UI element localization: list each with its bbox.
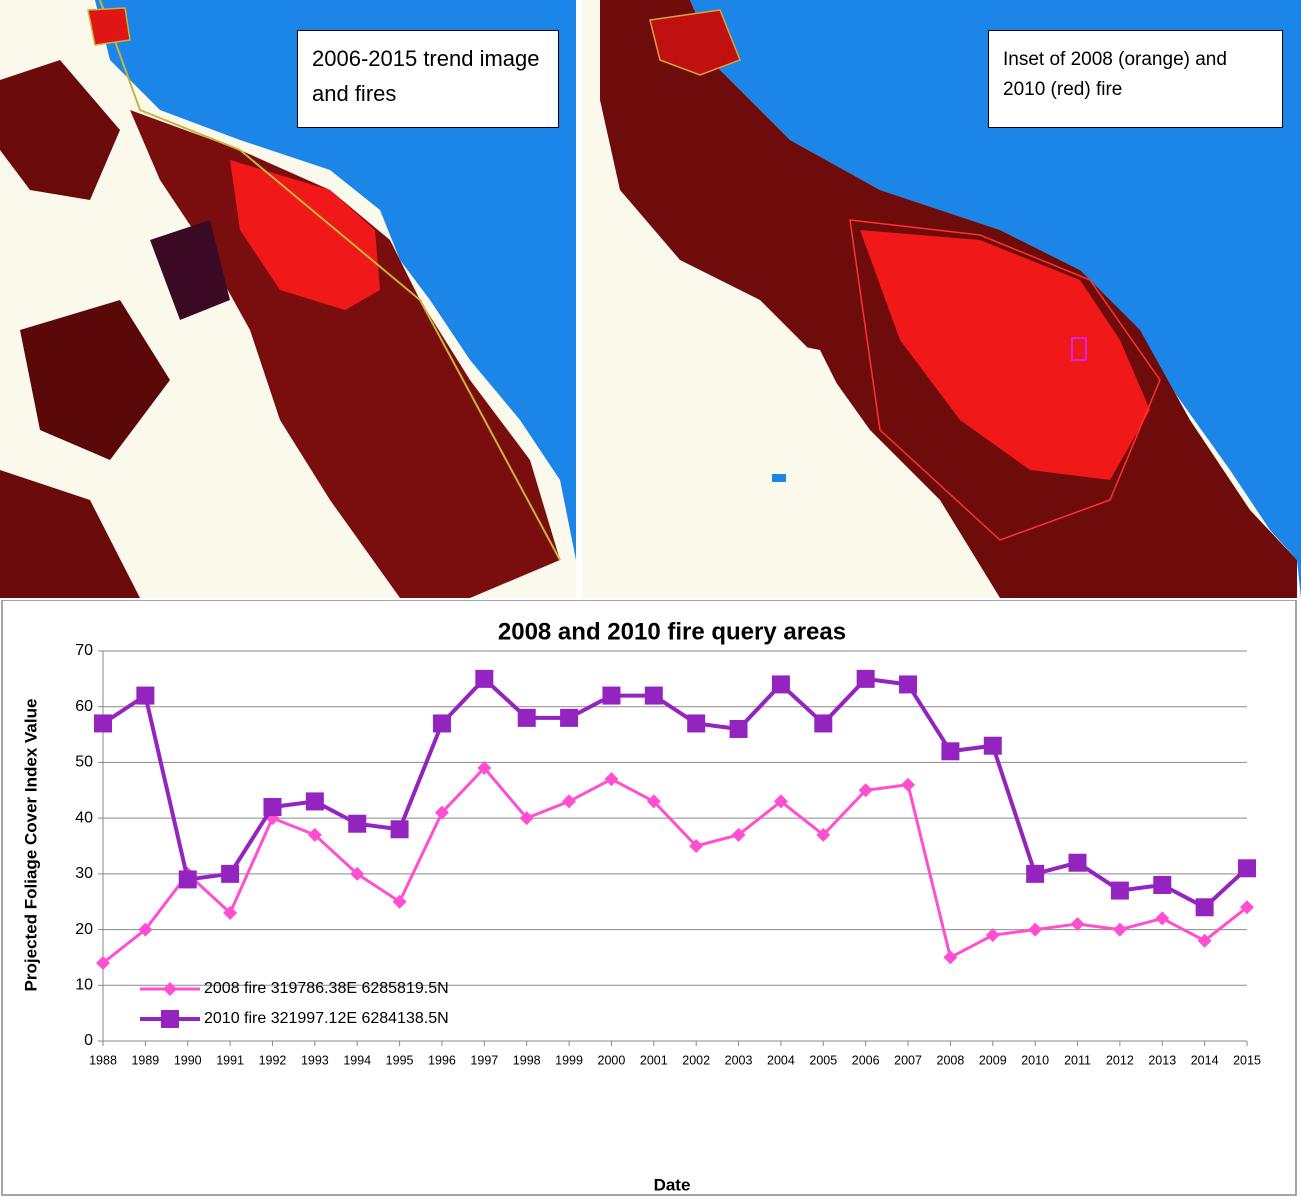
legend-marker <box>161 1010 179 1028</box>
x-tick-label: 1989 <box>131 1053 159 1067</box>
map-caption: Inset of 2008 (orange) and 2010 (red) fi… <box>988 30 1283 128</box>
data-point <box>391 820 409 838</box>
x-tick-label: 1995 <box>386 1053 414 1067</box>
x-tick-label: 2014 <box>1191 1053 1219 1067</box>
x-tick-label: 1999 <box>555 1053 583 1067</box>
x-tick-label: 2002 <box>682 1053 710 1067</box>
data-point <box>984 737 1002 755</box>
y-tick-label: 30 <box>75 865 93 882</box>
x-tick-label: 2011 <box>1064 1053 1091 1067</box>
data-point <box>306 792 324 810</box>
data-point <box>1069 854 1087 872</box>
y-tick-label: 60 <box>75 698 93 715</box>
x-tick-label: 1997 <box>470 1053 498 1067</box>
x-tick-label: 1990 <box>174 1053 202 1067</box>
x-tick-label: 2013 <box>1148 1053 1176 1067</box>
data-point <box>772 675 790 693</box>
chart-title: 2008 and 2010 fire query areas <box>498 618 846 645</box>
x-tick-label: 1992 <box>259 1053 287 1067</box>
x-tick-label: 2015 <box>1233 1053 1261 1067</box>
x-tick-label: 1996 <box>428 1053 456 1067</box>
data-point <box>1238 859 1256 877</box>
x-tick-label: 1994 <box>343 1053 371 1067</box>
x-tick-label: 1988 <box>89 1053 117 1067</box>
data-point <box>857 670 875 688</box>
x-tick-label: 2010 <box>1021 1053 1049 1067</box>
y-tick-label: 10 <box>75 977 93 994</box>
x-tick-label: 2005 <box>809 1053 837 1067</box>
data-point <box>136 687 154 705</box>
y-tick-label: 40 <box>75 809 93 826</box>
x-tick-label: 1993 <box>301 1053 329 1067</box>
data-point <box>1111 882 1129 900</box>
x-tick-label: 2006 <box>852 1053 880 1067</box>
y-tick-label: 50 <box>75 754 93 771</box>
data-point <box>179 870 197 888</box>
data-point <box>518 709 536 727</box>
data-point <box>1153 876 1171 894</box>
data-point <box>560 709 578 727</box>
data-point <box>94 714 112 732</box>
y-tick-label: 20 <box>75 921 93 938</box>
map-caption: 2006-2015 trend image and fires <box>297 30 559 128</box>
data-point <box>941 742 959 760</box>
page: {"maps": [{"label": "2006-2015 trend ima… <box>0 0 1301 1198</box>
data-point <box>687 714 705 732</box>
water-pixel <box>772 474 786 482</box>
data-point <box>1026 865 1044 883</box>
data-point <box>899 675 917 693</box>
chart: 2008 and 2010 fire query areas Date Proj… <box>0 600 1301 1198</box>
x-tick-label: 1991 <box>216 1053 244 1067</box>
y-axis-title: Projected Foliage Cover Index Value <box>21 699 40 992</box>
x-tick-label: 1998 <box>513 1053 541 1067</box>
x-tick-label: 2004 <box>767 1053 795 1067</box>
x-tick-label: 2009 <box>979 1053 1007 1067</box>
y-tick-label: 70 <box>75 642 93 659</box>
x-tick-label: 2012 <box>1106 1053 1134 1067</box>
data-point <box>1196 898 1214 916</box>
data-point <box>433 714 451 732</box>
data-point <box>348 815 366 833</box>
x-tick-label: 2000 <box>598 1053 626 1067</box>
x-tick-label: 2001 <box>640 1053 668 1067</box>
x-tick-label: 2007 <box>894 1053 922 1067</box>
data-point <box>730 720 748 738</box>
data-point <box>221 865 239 883</box>
data-point <box>814 714 832 732</box>
data-point <box>602 687 620 705</box>
data-point <box>645 687 663 705</box>
x-axis-title: Date <box>654 1175 691 1194</box>
legend-label: 2008 fire 319786.38E 6285819.5N <box>204 980 449 997</box>
data-point <box>263 798 281 816</box>
fire-area <box>88 8 130 45</box>
data-point <box>475 670 493 688</box>
legend-label: 2010 fire 321997.12E 6284138.5N <box>204 1010 449 1027</box>
x-tick-label: 2008 <box>937 1053 965 1067</box>
y-tick-label: 0 <box>84 1032 93 1049</box>
x-tick-label: 2003 <box>725 1053 753 1067</box>
